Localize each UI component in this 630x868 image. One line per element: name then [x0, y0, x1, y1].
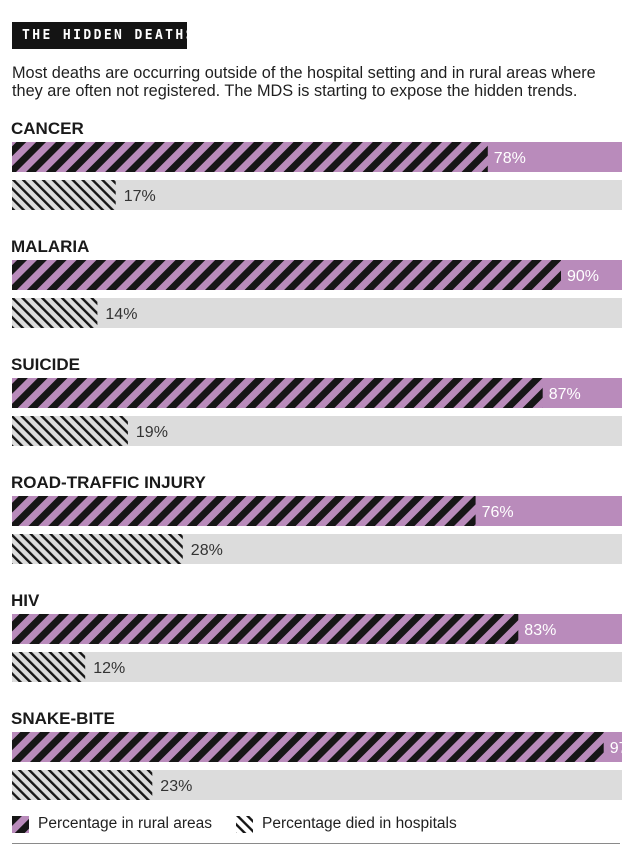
hospital-bar-hiv [12, 652, 86, 682]
rural-bar-road-traffic-injury [12, 496, 476, 526]
hospital-value-label-malaria: 14% [105, 306, 137, 323]
chart-subtitle: Most deaths are occurring outside of the… [12, 64, 612, 100]
bar-group-road-traffic-injury: ROAD-TRAFFIC INJURY 76% 28% [11, 473, 622, 564]
hospital-bar-track-hiv [12, 652, 622, 682]
hospital-bar-track-malaria [12, 298, 622, 328]
category-label-suicide: SUICIDE [11, 355, 80, 374]
chart-title: THE HIDDEN DEATHS [12, 22, 193, 49]
legend-swatch-hospital [236, 815, 253, 833]
rural-value-label-suicide: 87% [549, 386, 581, 403]
hospital-value-label-hiv: 12% [93, 660, 125, 677]
bar-group-hiv: HIV 83% 12% [11, 591, 622, 682]
category-label-hiv: HIV [11, 591, 40, 610]
bars-group: CANCER 78% 17% MALARIA 90% 14% SUICIDE 87% 19% RO… [11, 119, 630, 800]
hospital-value-label-cancer: 17% [124, 188, 156, 205]
legend-item-hospital: Percentage died in hospitals [236, 814, 457, 834]
legend-label-hospital: Percentage died in hospitals [262, 815, 457, 832]
rural-value-label-road-traffic-injury: 76% [482, 504, 514, 521]
hospital-bar-malaria [12, 298, 98, 328]
category-label-cancer: CANCER [11, 119, 84, 138]
rural-value-label-hiv: 83% [524, 622, 556, 639]
rural-bar-snake-bite [12, 732, 604, 762]
subtitle-line-2: they are often not registered. The MDS i… [12, 82, 578, 100]
bar-group-cancer: CANCER 78% 17% [11, 119, 622, 210]
hospital-value-label-road-traffic-injury: 28% [191, 542, 223, 559]
rural-bar-cancer [12, 142, 488, 172]
legend: Percentage in rural areas Percentage die… [12, 814, 618, 836]
hospital-bar-snake-bite [12, 770, 153, 800]
hospital-bar-road-traffic-injury [12, 534, 183, 564]
bar-group-snake-bite: SNAKE-BITE 97% 23% [11, 709, 630, 800]
legend-item-rural: Percentage in rural areas [12, 814, 212, 834]
rural-value-label-snake-bite: 97% [610, 740, 630, 757]
bottom-rule [12, 843, 620, 844]
bar-group-suicide: SUICIDE 87% 19% [11, 355, 622, 446]
category-label-malaria: MALARIA [11, 237, 89, 256]
bar-chart: CANCER 78% 17% MALARIA 90% 14% SUICIDE 87% 19% RO… [11, 119, 630, 800]
hospital-value-label-suicide: 19% [136, 424, 168, 441]
rural-bar-hiv [12, 614, 519, 644]
hospital-bar-cancer [12, 180, 116, 210]
category-label-snake-bite: SNAKE-BITE [11, 709, 115, 728]
hospital-bar-suicide [12, 416, 128, 446]
legend-label-rural: Percentage in rural areas [38, 815, 213, 832]
rural-value-label-malaria: 90% [567, 268, 599, 285]
category-label-road-traffic-injury: ROAD-TRAFFIC INJURY [11, 473, 207, 492]
bar-group-malaria: MALARIA 90% 14% [11, 237, 622, 328]
legend-swatch-rural [12, 815, 29, 833]
rural-bar-suicide [12, 378, 543, 408]
rural-bar-malaria [12, 260, 561, 290]
subtitle-line-1: Most deaths are occurring outside of the… [12, 64, 596, 82]
hospital-value-label-snake-bite: 23% [160, 778, 192, 795]
rural-value-label-cancer: 78% [494, 150, 526, 167]
